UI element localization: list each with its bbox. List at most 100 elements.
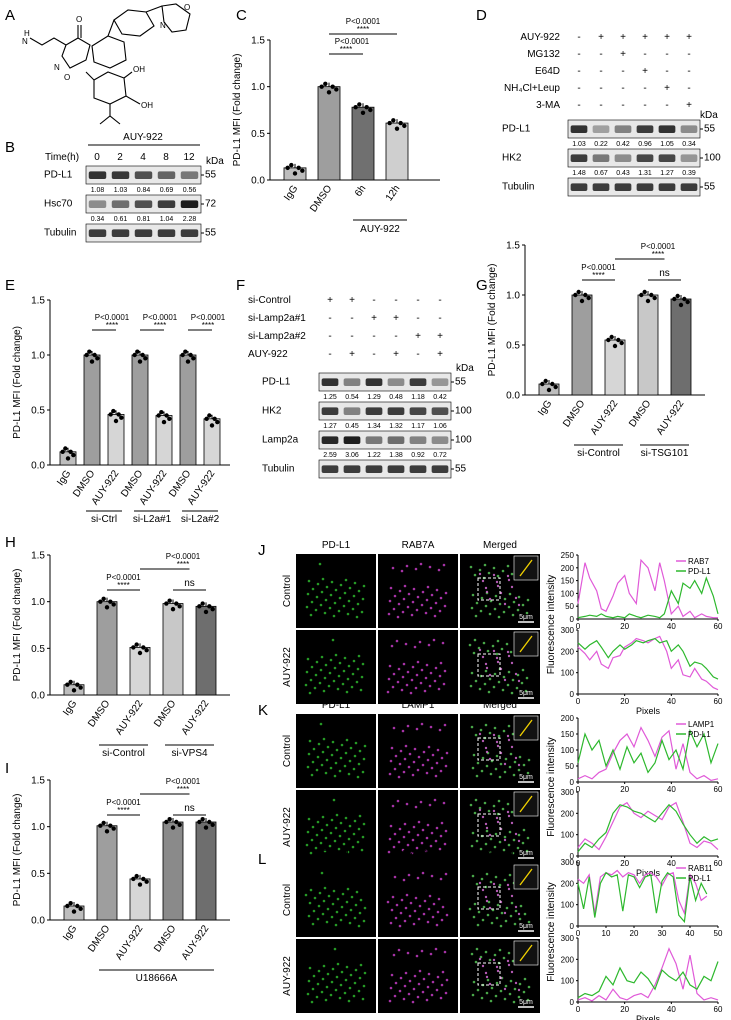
fluorescence-speck — [316, 820, 320, 824]
fluorescence-speck — [387, 677, 391, 681]
y-tick-label: 1.5 — [251, 36, 265, 47]
data-point — [137, 359, 143, 364]
fluorescence-speck — [349, 908, 353, 912]
fluorescence-speck — [349, 973, 353, 977]
x-category-label: IgG — [536, 398, 554, 418]
fluorescence-speck — [361, 835, 365, 839]
fluorescence-speck — [496, 893, 500, 897]
sig-stars: **** — [154, 321, 166, 330]
blot-quant-value: 1.29 — [367, 394, 381, 401]
y-tick-label: 0 — [570, 615, 575, 624]
svg-text:N: N — [22, 37, 28, 46]
data-point — [144, 648, 149, 653]
fluorescence-speck — [411, 773, 415, 777]
y-axis-label: Fluorescence intensity — [546, 882, 557, 982]
fluorescence-speck — [427, 745, 431, 749]
fluorescence-speck — [345, 690, 349, 694]
fluorescence-speck — [481, 579, 485, 583]
fluorescence-speck — [430, 766, 434, 770]
fluorescence-speck — [310, 665, 314, 669]
data-point — [391, 118, 396, 123]
data-point — [579, 298, 585, 304]
fluorescence-speck — [473, 573, 477, 577]
fluorescence-speck — [406, 605, 410, 609]
fluorescence-speck — [423, 899, 427, 903]
fluorescence-speck — [416, 833, 420, 837]
bar — [571, 294, 593, 396]
fluorescence-speck — [493, 845, 497, 849]
blot-row-label: Tubulin — [502, 182, 534, 193]
fluorescence-speck — [402, 997, 406, 1001]
blot-band — [134, 229, 153, 237]
data-point — [368, 107, 373, 113]
fluorescence-speck — [431, 753, 435, 757]
fluorescence-speck — [478, 957, 482, 961]
fluorescence-speck — [334, 988, 338, 992]
fluorescence-speck — [390, 908, 394, 912]
y-axis-label: Fluorescence intensity — [546, 575, 557, 675]
fluorescence-speck — [330, 818, 334, 822]
fluorescence-speck — [495, 652, 499, 656]
condition-sign: + — [686, 100, 692, 111]
fluorescence-speck — [422, 977, 426, 981]
fluorescence-speck — [408, 752, 412, 756]
condition-sign: - — [687, 66, 690, 77]
fluorescence-speck — [441, 641, 445, 645]
fluorescence-speck — [325, 758, 329, 762]
fluorescence-speck — [502, 610, 506, 614]
blot-band — [134, 171, 153, 179]
data-point — [203, 825, 209, 830]
fluorescence-speck — [322, 899, 326, 903]
profile-series-line — [577, 803, 719, 853]
data-point — [87, 349, 92, 354]
group-label: si-Ctrl — [91, 514, 117, 525]
fluorescence-speck — [502, 956, 506, 960]
blot-kda-marker: 55 — [455, 377, 467, 388]
x-category-label: DMSO — [152, 923, 178, 954]
legend-label: PD-L1 — [688, 730, 711, 739]
blot-row-label: HK2 — [262, 406, 282, 417]
blot-band — [134, 200, 153, 208]
legend-label: RAB11 — [688, 864, 713, 873]
condition-sign: - — [372, 331, 375, 342]
fluorescence-speck — [519, 904, 523, 908]
y-tick-label: 1.5 — [506, 241, 520, 252]
fluorescence-speck — [492, 809, 496, 813]
data-point — [68, 449, 73, 454]
fluorescence-speck — [512, 600, 516, 604]
blot-quant-value: 3.06 — [345, 452, 359, 459]
fluorescence-speck — [437, 687, 441, 691]
x-tick-label: 40 — [667, 785, 676, 794]
condition-sign: + — [415, 331, 421, 342]
blot-band — [387, 378, 405, 386]
fluorescence-speck — [322, 689, 326, 693]
time-point-label: 4 — [140, 152, 146, 163]
fluorescence-speck — [496, 639, 500, 643]
fluorescence-speck — [494, 832, 498, 836]
fluorescence-speck — [514, 909, 518, 913]
fluorescence-speck — [321, 912, 325, 916]
fluorescence-speck — [307, 914, 311, 918]
fluorescence-speck — [478, 648, 482, 652]
condition-sign: - — [577, 49, 580, 60]
fluorescence-speck — [433, 679, 437, 683]
data-point — [71, 452, 76, 458]
fluorescence-speck — [398, 589, 402, 593]
p-value-label: P<0.0001 — [166, 552, 201, 561]
x-category-label: DMSO — [308, 183, 334, 214]
fluorescence-speck — [484, 586, 488, 590]
legend-label: PD-L1 — [688, 567, 711, 576]
fluorescence-speck — [355, 680, 359, 684]
fluorescence-speck — [523, 977, 527, 981]
fluorescence-speck — [311, 987, 315, 991]
fluorescence-speck — [417, 755, 421, 759]
fluorescence-speck — [356, 840, 360, 844]
blot-band — [680, 183, 698, 191]
data-point — [98, 823, 103, 828]
fluorescence-speck — [348, 586, 352, 590]
fluorescence-speck — [525, 849, 529, 853]
fluorescence-speck — [334, 653, 338, 657]
p-value-label: P<0.0001 — [166, 777, 201, 786]
fluorescence-speck — [413, 974, 417, 978]
time-point-label: 8 — [163, 152, 169, 163]
